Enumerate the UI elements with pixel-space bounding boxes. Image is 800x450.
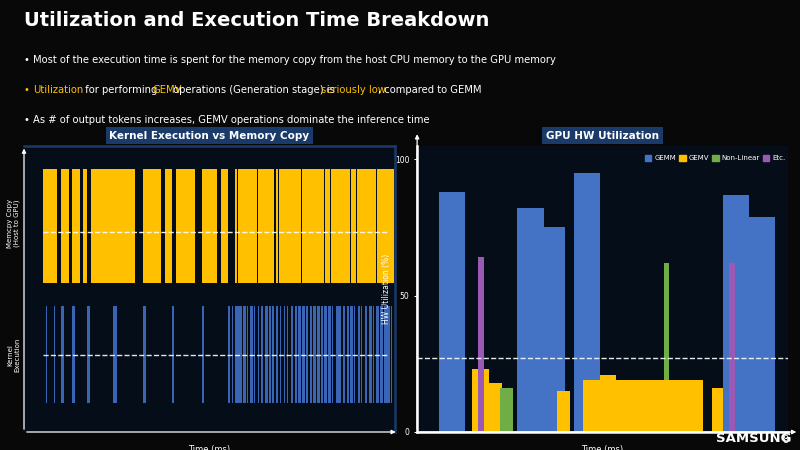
Legend: GEMM, GEMV, Non-Linear, Etc.: GEMM, GEMV, Non-Linear, Etc.: [642, 152, 788, 164]
Text: Time (ms): Time (ms): [188, 445, 230, 450]
Text: GEMV: GEMV: [153, 86, 182, 95]
Text: • As # of output tokens increases, GEMV operations dominate the inference time: • As # of output tokens increases, GEMV …: [24, 115, 430, 125]
Bar: [574, 173, 600, 432]
Text: Memcpy Copy
(Host to GPU): Memcpy Copy (Host to GPU): [6, 198, 20, 248]
Bar: [635, 380, 646, 432]
Bar: [664, 263, 669, 432]
Bar: [614, 391, 624, 432]
Bar: [600, 375, 616, 432]
Bar: [439, 192, 465, 432]
Text: , compared to GEMM: , compared to GEMM: [378, 86, 482, 95]
Text: • Most of the execution time is spent for the memory copy from the host CPU memo: • Most of the execution time is spent fo…: [24, 55, 556, 66]
Bar: [478, 257, 484, 432]
Bar: [749, 216, 775, 432]
Bar: [539, 228, 566, 432]
Bar: [472, 369, 489, 432]
Text: Kernel
Execution: Kernel Execution: [7, 338, 20, 372]
Text: for performing: for performing: [82, 86, 160, 95]
Y-axis label: HW Utilization (%): HW Utilization (%): [382, 254, 391, 324]
Text: SAMSUNG: SAMSUNG: [716, 432, 791, 445]
Text: 8: 8: [782, 435, 789, 445]
Text: Utilization and Execution Time Breakdown: Utilization and Execution Time Breakdown: [24, 11, 490, 30]
Bar: [489, 383, 502, 432]
Bar: [722, 195, 749, 432]
Bar: [624, 394, 635, 432]
Bar: [712, 388, 722, 432]
Bar: [583, 380, 703, 432]
Text: operations (Generation stage) is: operations (Generation stage) is: [170, 86, 338, 95]
Text: Utilization: Utilization: [33, 86, 83, 95]
Bar: [729, 263, 734, 432]
Text: seriously low: seriously low: [321, 86, 386, 95]
Bar: [518, 208, 544, 432]
Bar: [646, 388, 657, 432]
Title: Kernel Execution vs Memory Copy: Kernel Execution vs Memory Copy: [110, 131, 310, 141]
Bar: [500, 388, 513, 432]
Bar: [557, 391, 570, 432]
Text: •: •: [24, 86, 33, 95]
Text: Time (ms): Time (ms): [582, 445, 624, 450]
Title: GPU HW Utilization: GPU HW Utilization: [546, 131, 659, 141]
Bar: [657, 394, 668, 432]
